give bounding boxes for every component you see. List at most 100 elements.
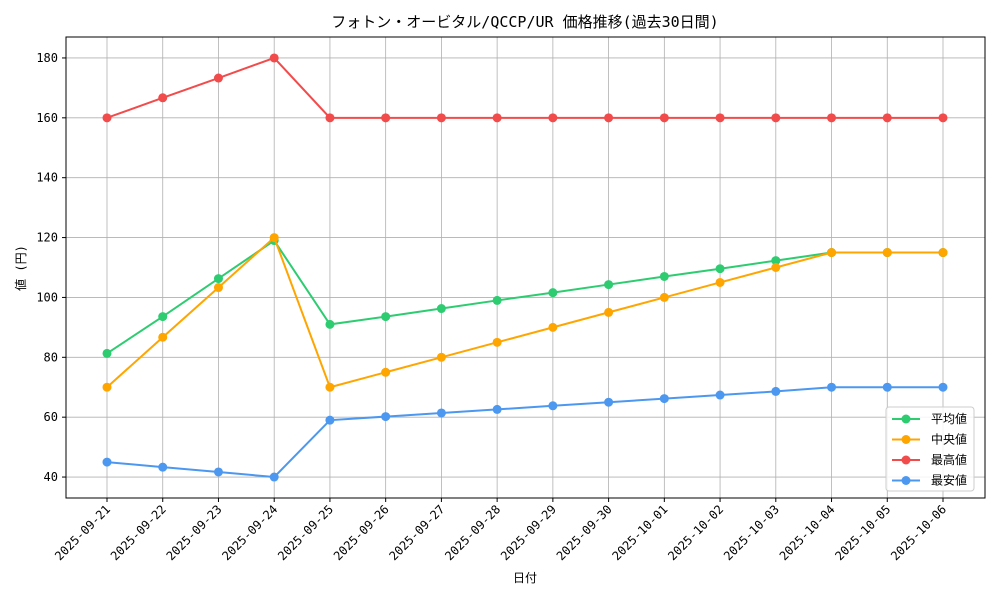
- legend-label: 最高値: [931, 452, 967, 467]
- data-point: [548, 401, 558, 411]
- x-tick-label: 2025-10-05: [832, 502, 893, 563]
- data-point: [158, 93, 168, 103]
- chart-title: フォトン・オービタル/QCCP/UR 価格推移(過去30日間): [331, 13, 718, 31]
- legend-marker: [901, 476, 911, 485]
- data-point: [604, 397, 614, 407]
- x-tick-label: 2025-10-01: [609, 502, 670, 563]
- data-point: [158, 332, 168, 342]
- data-point: [938, 248, 948, 258]
- x-tick-label: 2025-10-06: [888, 502, 949, 563]
- data-point: [492, 337, 502, 347]
- series-line: [106, 235, 943, 389]
- data-point: [715, 113, 725, 123]
- x-tick-label: 2025-09-24: [219, 502, 280, 563]
- data-point: [213, 73, 223, 83]
- series-line: [106, 386, 943, 479]
- y-tick-label: 100: [36, 290, 58, 304]
- x-tick-label: 2025-09-30: [554, 502, 615, 563]
- series-line: [106, 239, 943, 355]
- data-point: [882, 113, 892, 123]
- data-point: [436, 408, 446, 418]
- legend-box: [885, 406, 975, 492]
- data-point: [102, 457, 112, 467]
- x-tick-label: 2025-10-02: [665, 502, 726, 563]
- grid: [66, 37, 985, 498]
- x-tick-label: 2025-09-27: [387, 502, 448, 563]
- data-point: [102, 113, 112, 123]
- data-point: [882, 382, 892, 392]
- series-4: [102, 382, 948, 482]
- data-point: [158, 462, 168, 472]
- data-point: [827, 113, 837, 123]
- y-tick-label: 160: [36, 111, 58, 125]
- legend-marker: [901, 435, 911, 444]
- y-tick-label: 40: [44, 470, 58, 484]
- series-1: [102, 236, 948, 358]
- data-point: [659, 394, 669, 404]
- data-point: [771, 263, 781, 272]
- data-point: [381, 367, 391, 377]
- y-tick-label: 80: [44, 350, 58, 364]
- data-point: [938, 113, 948, 123]
- series-line: [106, 56, 943, 119]
- data-point: [158, 312, 168, 322]
- series-2: [102, 233, 948, 392]
- data-point: [269, 233, 279, 243]
- data-point: [381, 312, 391, 322]
- data-point: [325, 415, 335, 425]
- data-point: [436, 113, 446, 123]
- data-point: [436, 304, 446, 314]
- x-tick-label: 2025-09-26: [331, 502, 392, 563]
- y-axis-ticks: 40 60 80 100 120 140 160 180: [36, 51, 66, 484]
- data-point: [604, 113, 614, 123]
- data-point: [213, 467, 223, 477]
- x-tick-label: 2025-09-25: [275, 502, 336, 563]
- data-point: [548, 288, 558, 298]
- data-point: [604, 280, 614, 290]
- series-layer: [102, 53, 948, 482]
- x-tick-label: 2025-10-04: [777, 502, 838, 563]
- legend-label: 中央値: [931, 432, 967, 447]
- data-point: [325, 113, 335, 123]
- data-point: [715, 390, 725, 400]
- data-point: [548, 113, 558, 123]
- x-tick-label: 2025-09-22: [108, 502, 169, 563]
- y-tick-label: 180: [36, 51, 58, 65]
- data-point: [492, 295, 502, 305]
- data-point: [771, 386, 781, 396]
- data-point: [882, 248, 892, 258]
- data-point: [938, 382, 948, 392]
- data-point: [659, 113, 669, 123]
- data-point: [269, 53, 279, 63]
- data-point: [436, 352, 446, 362]
- x-tick-label: 2025-09-28: [442, 502, 503, 563]
- x-tick-label: 2025-09-21: [52, 502, 113, 563]
- data-point: [771, 113, 781, 123]
- data-point: [325, 319, 335, 329]
- data-point: [213, 283, 223, 293]
- x-tick-label: 2025-09-29: [498, 502, 559, 563]
- y-axis-label: 値 (円): [13, 245, 28, 291]
- y-tick-label: 60: [44, 410, 58, 424]
- series-3: [102, 53, 948, 123]
- data-point: [827, 248, 837, 258]
- data-point: [213, 274, 223, 284]
- x-axis-ticks: 2025-09-212025-09-222025-09-232025-09-24…: [52, 498, 949, 563]
- legend-marker: [901, 455, 911, 465]
- legend-label: 最安値: [931, 473, 967, 488]
- data-point: [492, 113, 502, 123]
- data-point: [604, 307, 614, 317]
- data-point: [102, 348, 112, 358]
- data-point: [492, 404, 502, 414]
- data-point: [659, 271, 669, 281]
- data-point: [269, 472, 279, 482]
- data-point: [659, 292, 669, 302]
- data-point: [715, 264, 725, 274]
- y-tick-label: 140: [36, 171, 58, 185]
- x-tick-label: 2025-10-03: [721, 502, 782, 563]
- y-tick-label: 120: [36, 231, 58, 245]
- x-axis-label: 日付: [513, 571, 537, 585]
- data-point: [381, 113, 391, 123]
- x-tick-label: 2025-09-23: [164, 502, 225, 563]
